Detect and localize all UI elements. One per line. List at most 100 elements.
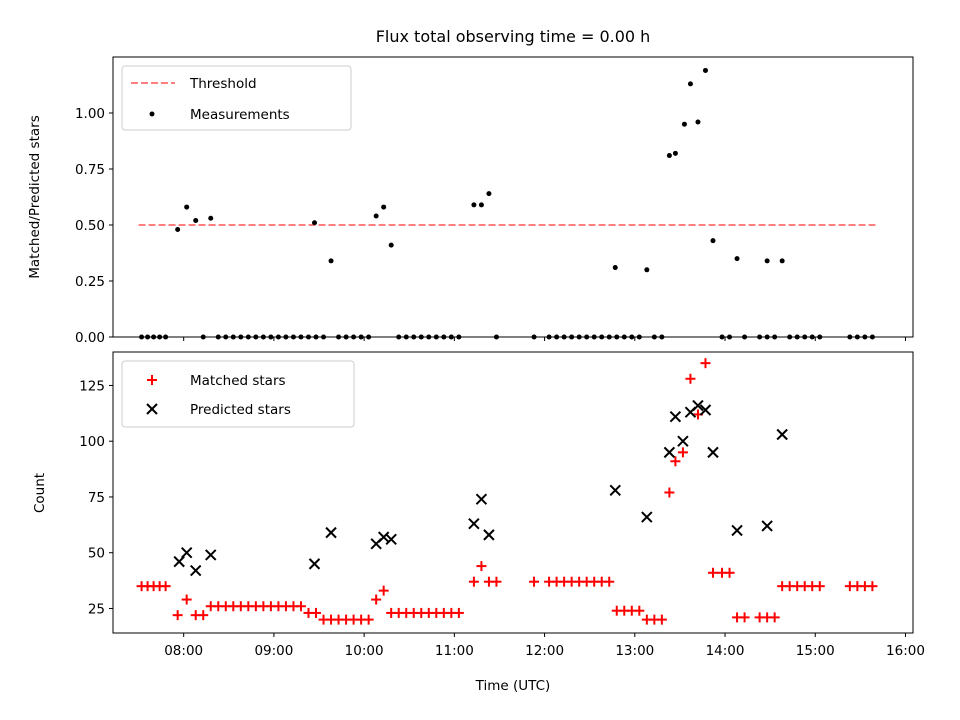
data-point: [867, 581, 878, 592]
marker-d2: [325, 526, 337, 539]
marker-d2: [641, 511, 653, 523]
data-point: [666, 153, 672, 159]
legend-matched-swatch: [147, 375, 157, 385]
data-point: [685, 373, 696, 384]
series-matched-stars: [136, 358, 878, 625]
data-point: [180, 547, 193, 559]
data-point: [378, 585, 389, 596]
marker-d2: [205, 549, 217, 561]
marker-d2: [483, 529, 495, 541]
data-point: [634, 605, 645, 616]
data-point: [692, 399, 704, 412]
data-point: [677, 435, 689, 447]
data-point: [764, 258, 770, 264]
legend-predicted-swatch: [146, 403, 158, 415]
data-point: [656, 614, 667, 625]
data-point: [776, 428, 788, 441]
x-tick-label: 14:00: [706, 643, 745, 659]
marker-d2: [761, 520, 773, 532]
y-tick-label: 1.00: [75, 106, 105, 122]
top-axes-frame: [112, 56, 914, 338]
legend-predicted-label: Predicted stars: [190, 402, 291, 418]
data-point: [312, 220, 318, 226]
data-point: [388, 242, 394, 248]
data-point: [175, 226, 181, 232]
data-point: [681, 121, 687, 127]
series-predicted-stars: [173, 399, 788, 577]
marker-d2: [669, 410, 682, 423]
x-tick-label: 08:00: [164, 643, 203, 659]
y-tick-label: 0.50: [75, 218, 105, 234]
data-point: [670, 456, 681, 467]
data-point: [491, 576, 502, 587]
x-tick-label: 16:00: [886, 643, 925, 659]
data-point: [779, 258, 785, 264]
data-point: [471, 202, 477, 208]
y-tick-label: 0.25: [75, 274, 105, 290]
data-point: [328, 258, 334, 264]
data-point: [672, 150, 678, 156]
data-point: [181, 594, 192, 605]
y-tick-label: 75: [88, 490, 105, 506]
data-point: [664, 487, 675, 498]
data-point: [468, 518, 480, 530]
data-point: [363, 614, 374, 625]
data-point: [734, 256, 740, 262]
marker-d2: [692, 399, 704, 412]
bottom-legend: Matched stars Predicted stars: [121, 360, 355, 428]
data-point: [385, 533, 397, 546]
data-point: [724, 567, 735, 578]
data-point: [663, 446, 676, 459]
marker-d2: [677, 435, 689, 447]
data-point: [478, 202, 484, 208]
marker-d2: [731, 524, 743, 537]
marker-d2: [468, 518, 480, 530]
bottom-axes-frame: [112, 351, 914, 634]
chart-title: Flux total observing time = 0.00 h: [376, 27, 651, 46]
top-panel: Flux total observing time = 0.00 h Match…: [27, 27, 914, 346]
data-point: [325, 526, 337, 539]
data-point: [731, 524, 743, 537]
data-point: [381, 204, 387, 210]
data-point: [468, 576, 479, 587]
data-point: [761, 520, 773, 532]
data-point: [699, 404, 712, 416]
data-point: [710, 238, 716, 244]
top-legend: Threshold Measurements: [121, 65, 352, 131]
y-tick-label: 100: [79, 434, 105, 450]
top-y-axis-label: Matched/Predicted stars: [27, 115, 43, 278]
bottom-panel: Count Time (UTC) 08:00 09:00 10:00 11:00 12:…: [32, 351, 925, 694]
data-point: [453, 607, 464, 618]
data-point: [308, 558, 321, 570]
data-point: [529, 576, 540, 587]
data-point: [311, 607, 322, 618]
x-axis-label: Time (UTC): [475, 678, 551, 694]
y-tick-label: 50: [88, 546, 105, 562]
data-point: [700, 358, 711, 369]
data-point: [677, 447, 688, 458]
marker-d2: [699, 404, 712, 416]
data-point: [739, 612, 750, 623]
marker-d2: [663, 446, 676, 459]
data-point: [193, 218, 199, 224]
data-point: [373, 213, 379, 219]
top-legend-box: [121, 65, 352, 131]
legend-threshold-label: Threshold: [189, 76, 257, 92]
marker-d2: [776, 428, 788, 441]
bottom-plot-area: 08:00 09:00 10:00 11:00 12:00 13:00 14:00 15:00…: [79, 358, 925, 659]
legend-matched-label: Matched stars: [190, 373, 286, 389]
y-tick-label: 0.75: [75, 162, 105, 178]
data-point: [476, 561, 487, 572]
bottom-y-axis-label: Count: [32, 473, 48, 513]
data-point: [486, 191, 492, 197]
marker-d2: [707, 446, 719, 459]
data-point: [189, 564, 202, 577]
x-tick-label: 15:00: [796, 643, 835, 659]
data-point: [295, 601, 306, 612]
legend-measurements-label: Measurements: [190, 107, 290, 123]
data-point: [205, 549, 217, 561]
y-tick-label: 25: [88, 601, 105, 617]
data-point: [695, 119, 701, 125]
marker-d2: [189, 564, 202, 577]
